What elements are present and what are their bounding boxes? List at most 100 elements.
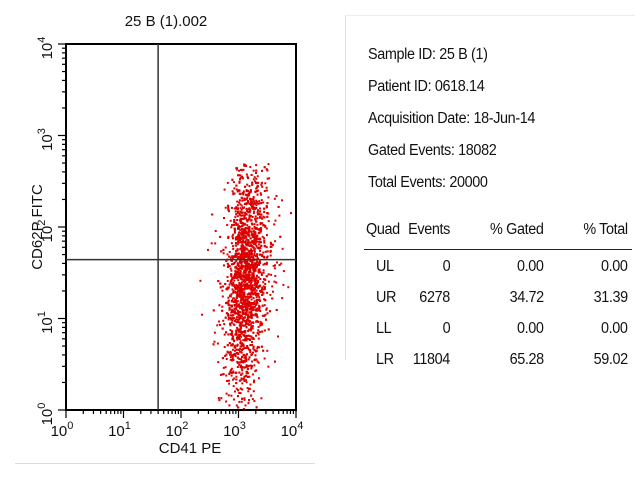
event-point: [245, 298, 248, 301]
event-point: [253, 210, 256, 213]
event-point: [242, 246, 245, 249]
event-point: [240, 260, 243, 263]
event-point: [242, 206, 244, 209]
event-point: [242, 279, 245, 282]
event-point: [239, 301, 242, 304]
event-point: [243, 283, 246, 286]
event-point: [248, 207, 251, 210]
event-point: [250, 310, 253, 313]
event-point: [229, 369, 232, 372]
event-point: [265, 189, 268, 192]
event-point: [260, 193, 263, 196]
event-point: [231, 259, 234, 262]
sample-id-text: Sample ID: 25 B (1): [368, 46, 488, 63]
event-point: [236, 219, 239, 221]
header-pct-total: % Total: [583, 221, 629, 238]
event-point: [244, 252, 247, 255]
event-point: [232, 297, 235, 300]
event-point: [261, 291, 264, 294]
event-point: [247, 285, 250, 288]
event-point: [242, 271, 245, 274]
event-point: [230, 279, 233, 282]
event-point: [247, 270, 250, 273]
event-point: [258, 263, 261, 266]
event-point: [232, 354, 235, 357]
event-point: [229, 267, 232, 270]
event-point: [256, 193, 259, 196]
event-point: [248, 348, 250, 351]
event-point: [272, 290, 274, 293]
event-point: [266, 169, 269, 172]
event-point: [263, 278, 266, 281]
event-point: [240, 321, 243, 324]
event-point: [235, 275, 238, 278]
event-point: [239, 323, 242, 326]
event-point: [260, 228, 263, 231]
event-point: [232, 309, 234, 312]
event-point: [274, 360, 276, 363]
event-point: [269, 254, 272, 257]
event-point: [261, 235, 264, 238]
event-point: [265, 308, 268, 311]
event-point: [234, 355, 237, 358]
x-tick-label: 104: [281, 420, 304, 440]
event-point: [256, 181, 259, 184]
event-point: [248, 267, 251, 270]
event-point: [237, 284, 240, 287]
event-point: [258, 304, 261, 307]
event-point: [226, 224, 229, 226]
event-point: [238, 318, 241, 321]
event-point: [243, 197, 246, 200]
event-point: [227, 235, 230, 238]
event-point: [252, 314, 255, 317]
event-point: [234, 320, 236, 322]
event-point: [244, 320, 247, 323]
event-point: [246, 252, 249, 255]
event-point: [260, 272, 263, 275]
event-point: [242, 305, 244, 308]
event-point: [233, 221, 236, 223]
event-point: [255, 226, 258, 229]
event-point: [218, 320, 220, 323]
event-point: [253, 305, 256, 308]
event-point: [231, 206, 233, 209]
y-tick-label: 102: [36, 220, 56, 243]
event-point: [274, 264, 276, 267]
event-point: [243, 237, 246, 240]
event-point: [241, 289, 244, 292]
event-point: [262, 263, 265, 266]
event-point: [256, 213, 259, 216]
event-point: [250, 243, 253, 246]
event-point: [241, 288, 244, 291]
event-point: [255, 245, 258, 248]
event-point: [258, 253, 261, 256]
event-point: [277, 335, 279, 338]
event-point: [232, 291, 235, 294]
event-point: [253, 232, 255, 235]
event-point: [266, 256, 268, 259]
event-point: [239, 331, 242, 334]
event-point: [241, 397, 244, 400]
event-point: [248, 241, 251, 244]
event-point: [235, 223, 238, 226]
event-point: [259, 284, 262, 287]
event-point: [266, 212, 269, 215]
event-point: [247, 274, 250, 277]
event-point: [263, 216, 266, 219]
event-point: [232, 233, 235, 236]
event-point: [241, 241, 244, 244]
event-point: [256, 360, 259, 363]
event-point: [255, 294, 258, 296]
event-point: [260, 183, 263, 186]
event-point: [223, 333, 226, 336]
event-point: [227, 264, 230, 267]
event-point: [233, 377, 236, 380]
y-tick-label: 104: [36, 37, 56, 60]
event-point: [241, 297, 244, 299]
event-point: [245, 266, 248, 269]
event-point: [235, 265, 238, 268]
event-point: [244, 277, 247, 280]
event-point: [217, 280, 220, 283]
event-point: [251, 181, 254, 184]
table-row: UL 0 0.00 0.00: [364, 258, 632, 289]
